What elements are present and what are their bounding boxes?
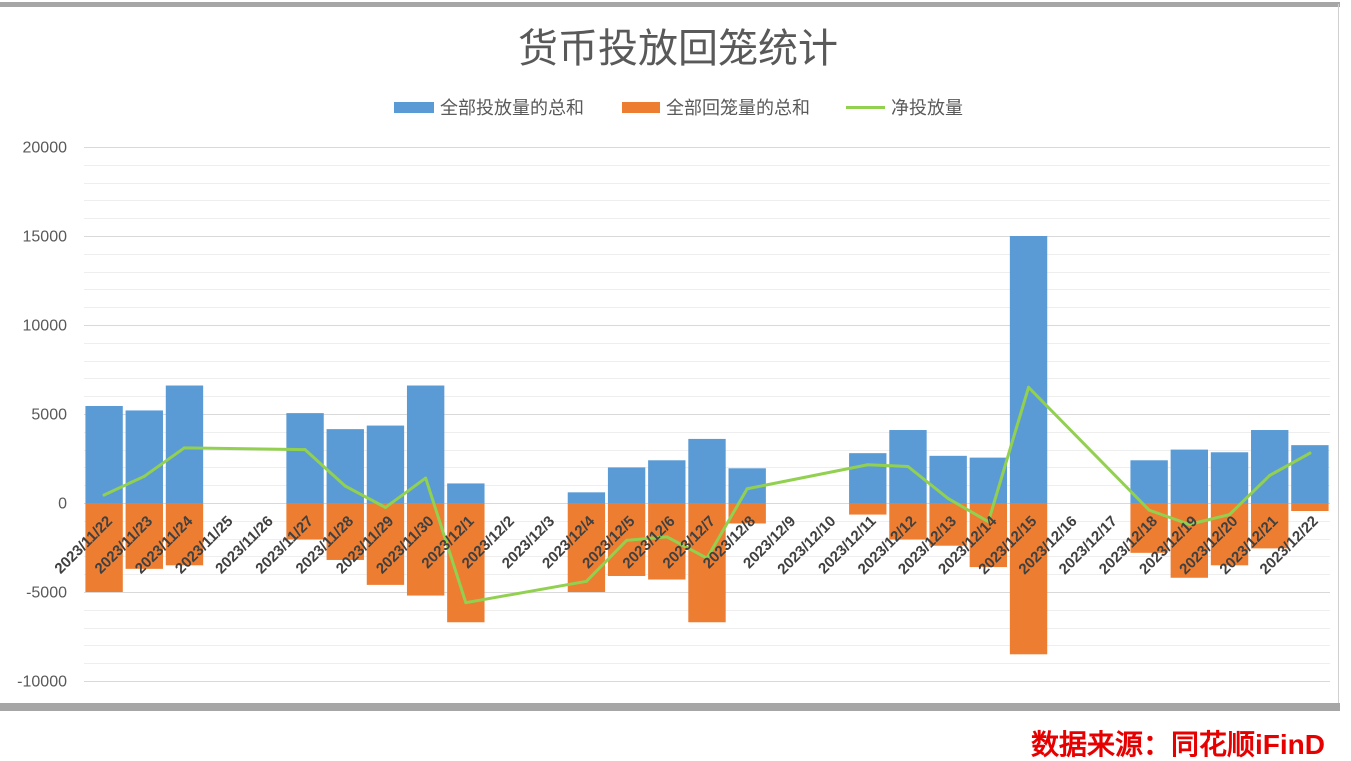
net-supply-point-2 <box>182 446 186 450</box>
y-tick-label: 0 <box>58 496 67 513</box>
supply-bar-12 <box>567 492 606 503</box>
legend-swatch-supply <box>394 102 434 113</box>
net-supply-point-14 <box>665 535 669 539</box>
legend-label-net: 净投放量 <box>891 98 963 118</box>
net-supply-point-19 <box>866 463 870 467</box>
net-supply-point-29 <box>1268 473 1272 477</box>
net-supply-point-22 <box>986 520 990 524</box>
y-axis-tick-labels: 20000 15000 10000 5000 0 -5000 -10000 <box>17 140 67 691</box>
net-supply-point-27 <box>1187 522 1191 526</box>
supply-bar-29 <box>1251 430 1289 503</box>
net-supply-point-12 <box>584 579 588 583</box>
withdraw-bar-23 <box>1009 503 1048 655</box>
net-supply-point-16 <box>745 487 749 491</box>
net-supply-point-26 <box>1147 508 1151 512</box>
y-tick-label: 15000 <box>23 229 68 246</box>
y-tick-label: 5000 <box>31 407 67 424</box>
legend-label-withdraw: 全部回笼量的总和 <box>666 98 810 118</box>
net-supply-point-0 <box>102 493 106 497</box>
supply-bar-9 <box>447 483 485 503</box>
chart-title: 货币投放回笼统计 <box>518 27 838 71</box>
bar-marks <box>85 236 1329 655</box>
net-supply-point-20 <box>906 465 910 469</box>
withdraw-bar-14 <box>648 503 686 580</box>
withdraw-bar-5 <box>286 503 324 540</box>
withdraw-bar-20 <box>889 503 927 540</box>
withdraw-bar-27 <box>1170 503 1209 578</box>
supply-bar-23 <box>1009 236 1048 503</box>
net-supply-point-8 <box>424 476 428 480</box>
legend-label-supply: 全部投放量的总和 <box>440 98 584 118</box>
supply-bar-13 <box>607 467 646 503</box>
supply-bar-7 <box>366 425 405 503</box>
withdraw-bar-1 <box>125 503 163 569</box>
withdraw-bar-29 <box>1251 503 1289 549</box>
legend-swatch-withdraw <box>622 102 660 113</box>
supply-bar-28 <box>1210 452 1249 503</box>
y-tick-label: -10000 <box>17 674 67 691</box>
y-tick-label: -5000 <box>26 585 67 602</box>
frame-bottom-border <box>0 703 1340 711</box>
y-tick-label: 20000 <box>23 140 68 157</box>
withdraw-bar-21 <box>929 503 967 546</box>
withdraw-bar-15 <box>688 503 726 623</box>
net-supply-point-9 <box>464 601 468 605</box>
supply-bar-15 <box>688 438 726 503</box>
supply-bar-21 <box>929 455 967 503</box>
supply-bar-2 <box>165 385 204 503</box>
frame-top-border <box>0 2 1340 7</box>
net-supply-point-21 <box>946 497 950 501</box>
supply-bar-1 <box>125 410 163 503</box>
supply-bar-19 <box>849 453 887 503</box>
net-supply-point-5 <box>303 448 307 452</box>
net-supply-point-23 <box>1027 385 1031 389</box>
withdraw-bar-30 <box>1291 503 1329 512</box>
data-source-note: 数据来源：同花顺iFinD <box>1031 729 1325 760</box>
legend: 全部投放量的总和 全部回笼量的总和 净投放量 <box>394 98 963 118</box>
withdraw-bar-6 <box>326 503 364 560</box>
net-supply-point-1 <box>142 474 146 478</box>
net-supply-point-13 <box>625 538 629 542</box>
y-tick-label: 10000 <box>23 318 68 335</box>
withdraw-bar-19 <box>849 503 887 515</box>
line-marks <box>102 385 1312 605</box>
net-supply-point-30 <box>1308 451 1312 455</box>
net-supply-point-6 <box>343 484 347 488</box>
net-supply-point-15 <box>705 556 709 560</box>
withdraw-bar-12 <box>567 503 606 592</box>
supply-bar-6 <box>326 429 364 503</box>
withdraw-bar-0 <box>85 503 123 592</box>
withdraw-bar-16 <box>728 503 766 524</box>
supply-bar-8 <box>406 385 445 503</box>
supply-bar-0 <box>85 405 123 503</box>
net-supply-point-28 <box>1228 513 1232 517</box>
net-supply-point-7 <box>383 505 387 509</box>
withdraw-bar-7 <box>366 503 405 585</box>
supply-bar-14 <box>648 460 686 503</box>
withdraw-bar-2 <box>165 503 204 566</box>
supply-bar-5 <box>286 413 324 503</box>
supply-bar-27 <box>1170 449 1209 503</box>
